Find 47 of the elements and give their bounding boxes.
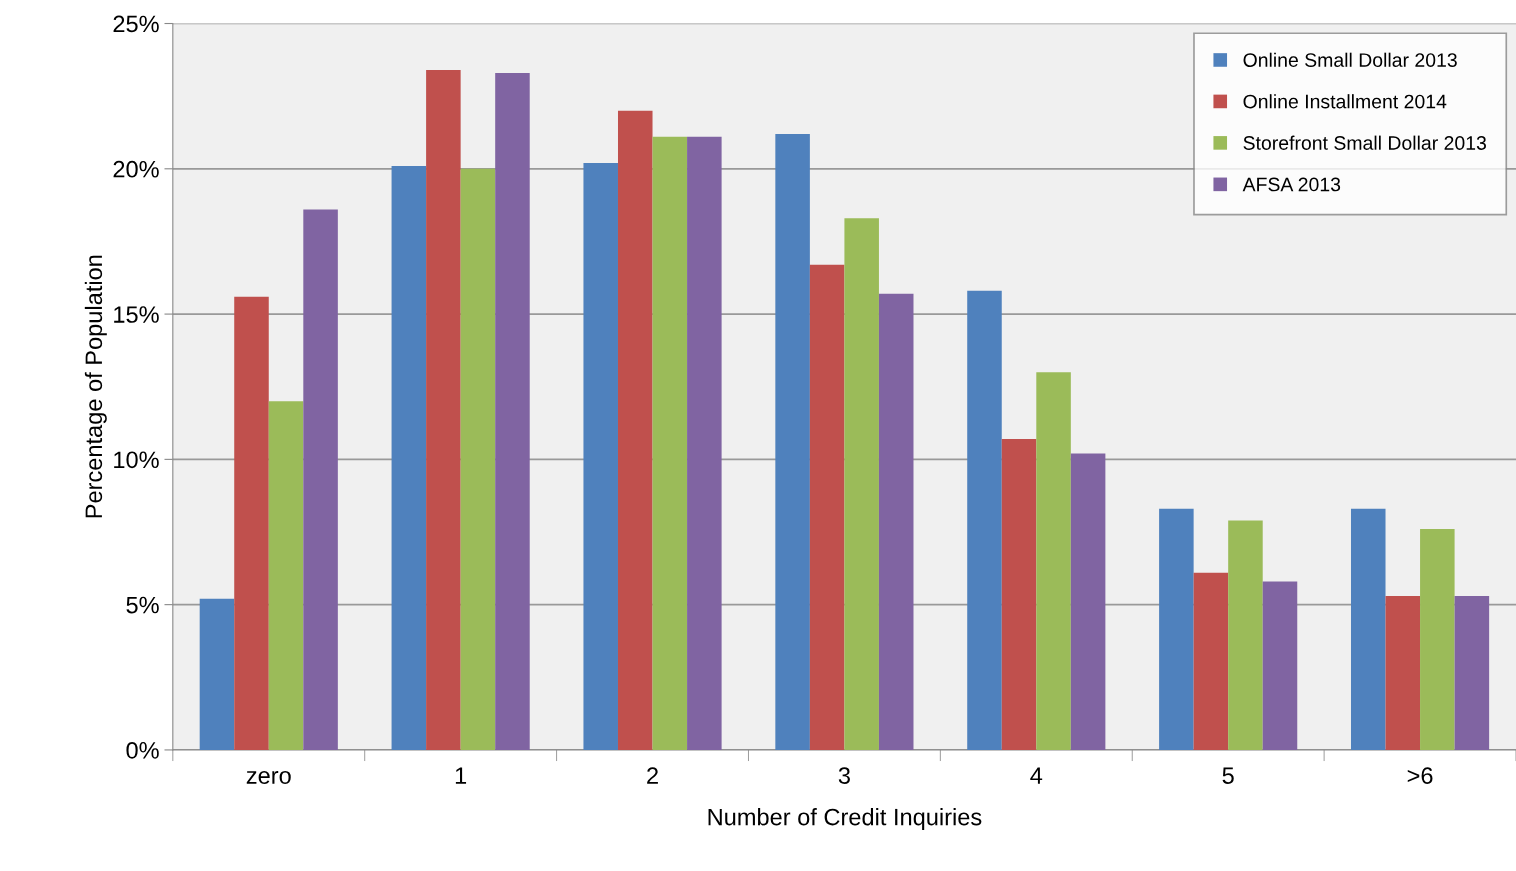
- x-tick-label: 3: [838, 767, 850, 784]
- bar: [234, 296, 269, 750]
- bar: [1228, 520, 1263, 750]
- bar: [844, 218, 879, 750]
- x-tick-label: zero: [246, 771, 291, 784]
- y-tick-label: 25%: [113, 15, 159, 33]
- y-tick-label: 5%: [126, 596, 159, 614]
- y-tick-label: 10%: [114, 451, 159, 469]
- bar: [967, 290, 1002, 750]
- legend-label: Online Small Dollar 2013: [1243, 52, 1457, 67]
- x-tick-label: 1: [455, 767, 467, 784]
- y-tick-label: 15%: [114, 306, 159, 323]
- bar: [583, 162, 618, 750]
- bar: [460, 168, 496, 750]
- y-tick-label: 20%: [113, 160, 159, 178]
- y-axis-title: Percentage of Population: [84, 255, 107, 518]
- bar: [1036, 372, 1071, 750]
- bar: [1001, 439, 1037, 750]
- bar: [878, 293, 914, 750]
- bar: [652, 136, 688, 750]
- legend-label: Storefront Small Dollar 2013: [1243, 135, 1486, 150]
- bar: [617, 110, 653, 750]
- bar: [1159, 508, 1194, 750]
- x-tick-label: >6: [1407, 767, 1433, 784]
- bar: [1350, 508, 1386, 750]
- bar: [1193, 572, 1229, 750]
- bar: [303, 209, 338, 750]
- bar: [809, 264, 845, 750]
- bar: [391, 165, 427, 750]
- x-axis-title: Number of Credit Inquiries: [708, 808, 982, 831]
- bar: [199, 598, 235, 750]
- bar: [1454, 595, 1490, 750]
- bar: [1385, 595, 1421, 750]
- bar: [426, 70, 461, 750]
- x-tick-label: 2: [647, 767, 658, 784]
- y-tick-label: 0%: [126, 742, 159, 759]
- bar: [687, 136, 722, 750]
- bar: [268, 401, 304, 750]
- x-tick-label: 4: [1030, 767, 1043, 784]
- legend-label: AFSA 2013: [1242, 177, 1341, 192]
- bar: [1420, 529, 1455, 750]
- legend-label: Online Installment 2014: [1243, 94, 1447, 109]
- x-tick-label: 5: [1222, 767, 1234, 784]
- bar: [495, 72, 530, 750]
- bar: [1262, 581, 1298, 750]
- bar: [1070, 453, 1106, 750]
- bar: [775, 133, 810, 750]
